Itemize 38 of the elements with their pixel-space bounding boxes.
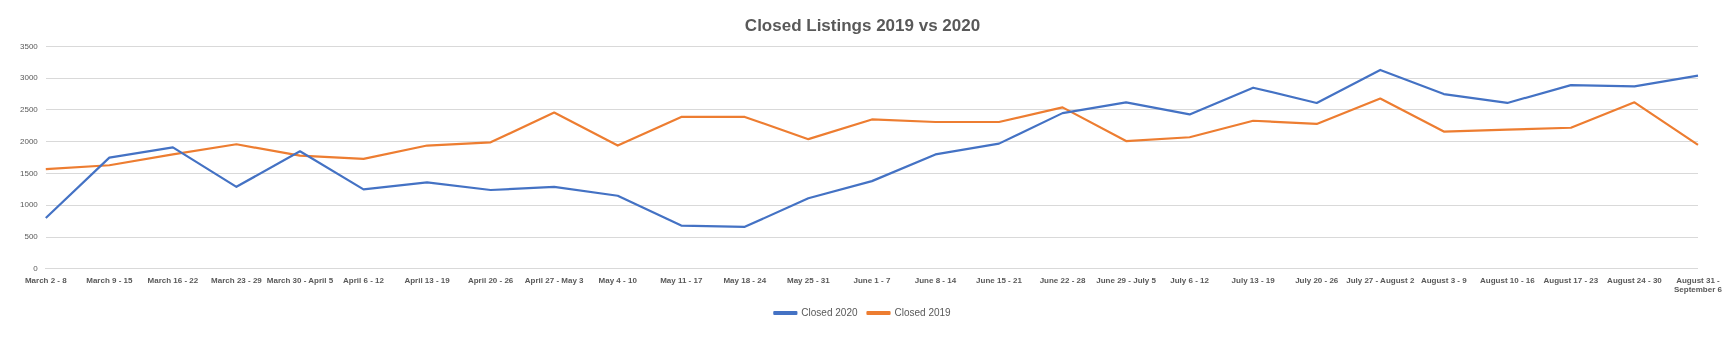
x-tick-label: April 20 - 26 <box>467 275 514 285</box>
chart-title: Closed Listings 2019 vs 2020 <box>744 15 981 35</box>
x-tick-label: March 9 - 15 <box>86 275 134 285</box>
x-tick-label: July 13 - 19 <box>1231 275 1276 285</box>
x-tick-label: June 22 - 28 <box>1039 275 1086 285</box>
y-tick-label: 2000 <box>20 136 39 146</box>
x-tick-label: July 20 - 26 <box>1295 275 1339 285</box>
y-tick-label: 500 <box>24 232 39 242</box>
y-tick-label: 0 <box>33 264 39 273</box>
legend-label: Closed 2019 <box>894 306 952 318</box>
x-tick-label: August 24 - 30 <box>1607 275 1663 285</box>
x-tick-label: June 29 - July 5 <box>1096 275 1157 285</box>
x-tick-label: March 30 - April 5 <box>266 275 334 285</box>
x-tick-label: March 16 - 22 <box>147 275 199 285</box>
y-tick-label: 3000 <box>20 73 39 83</box>
x-tick-label: April 6 - 12 <box>343 275 385 285</box>
x-tick-label: April 27 - May 3 <box>524 275 585 285</box>
x-tick-label: March 2 - 8 <box>24 275 68 285</box>
x-tick-label: March 23 - 29 <box>211 275 263 285</box>
x-tick-label: May 25 - 31 <box>787 275 831 285</box>
y-tick-label: 2500 <box>20 105 39 115</box>
x-tick-label: April 13 - 19 <box>404 275 451 285</box>
y-tick-label: 3500 <box>20 41 39 51</box>
x-tick-label: July 27 - August 2 <box>1346 275 1415 285</box>
x-tick-label: August 3 - 9 <box>1420 275 1468 285</box>
x-tick-label: August 17 - 23 <box>1543 275 1599 285</box>
y-tick-label: 1500 <box>20 168 39 178</box>
x-tick-label: August 10 - 16 <box>1480 275 1536 285</box>
x-tick-label: June 15 - 21 <box>976 275 1023 285</box>
x-tick-label: August 31 - September 6 <box>1673 275 1723 295</box>
x-tick-label: May 11 - 17 <box>660 275 703 285</box>
x-tick-label: May 18 - 24 <box>723 275 767 285</box>
x-tick-label: June 8 - 14 <box>914 275 957 285</box>
y-tick-label: 1000 <box>20 200 39 210</box>
x-tick-label: July 6 - 12 <box>1170 275 1210 285</box>
legend-label: Closed 2020 <box>801 306 858 318</box>
x-tick-label: May 4 - 10 <box>598 275 638 285</box>
x-tick-label: June 1 - 7 <box>853 275 891 285</box>
